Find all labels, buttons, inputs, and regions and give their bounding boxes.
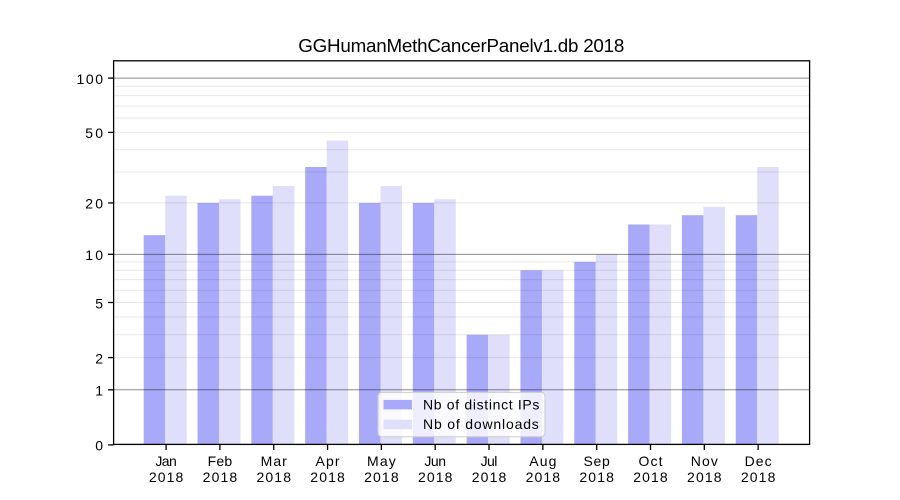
svg-text:2: 2 bbox=[95, 350, 103, 366]
svg-text:50: 50 bbox=[85, 125, 103, 141]
svg-text:2018: 2018 bbox=[741, 469, 776, 485]
svg-text:2018: 2018 bbox=[687, 469, 722, 485]
svg-text:2018: 2018 bbox=[310, 469, 345, 485]
svg-text:2018: 2018 bbox=[526, 469, 561, 485]
svg-text:2018: 2018 bbox=[472, 469, 507, 485]
svg-text:2018: 2018 bbox=[256, 469, 291, 485]
svg-text:Nb of distinct IPs: Nb of distinct IPs bbox=[423, 396, 539, 412]
svg-text:2018: 2018 bbox=[149, 469, 184, 485]
svg-text:1: 1 bbox=[95, 383, 103, 399]
svg-text:2018: 2018 bbox=[633, 469, 668, 485]
svg-text:Nov: Nov bbox=[691, 453, 718, 469]
svg-text:Dec: Dec bbox=[745, 453, 772, 469]
svg-text:2018: 2018 bbox=[364, 469, 399, 485]
svg-text:GGHumanMethCancerPanelv1.db 20: GGHumanMethCancerPanelv1.db 2018 bbox=[298, 35, 624, 56]
svg-text:20: 20 bbox=[85, 196, 103, 212]
svg-text:2018: 2018 bbox=[418, 469, 453, 485]
svg-text:5: 5 bbox=[95, 295, 103, 311]
svg-text:100: 100 bbox=[77, 71, 104, 87]
svg-text:2018: 2018 bbox=[203, 469, 238, 485]
svg-text:Oct: Oct bbox=[638, 453, 662, 469]
svg-text:Jul: Jul bbox=[481, 453, 498, 469]
svg-text:Apr: Apr bbox=[316, 453, 340, 469]
svg-text:Mar: Mar bbox=[261, 453, 288, 469]
svg-text:May: May bbox=[367, 453, 396, 469]
svg-text:2018: 2018 bbox=[579, 469, 614, 485]
svg-text:Sep: Sep bbox=[584, 453, 610, 469]
svg-text:Feb: Feb bbox=[208, 453, 233, 469]
svg-text:Nb of downloads: Nb of downloads bbox=[423, 416, 539, 432]
svg-text:Jun: Jun bbox=[424, 453, 446, 469]
svg-text:0: 0 bbox=[95, 438, 103, 454]
svg-text:Aug: Aug bbox=[529, 453, 556, 469]
svg-text:10: 10 bbox=[85, 247, 103, 263]
svg-text:Jan: Jan bbox=[155, 453, 176, 469]
